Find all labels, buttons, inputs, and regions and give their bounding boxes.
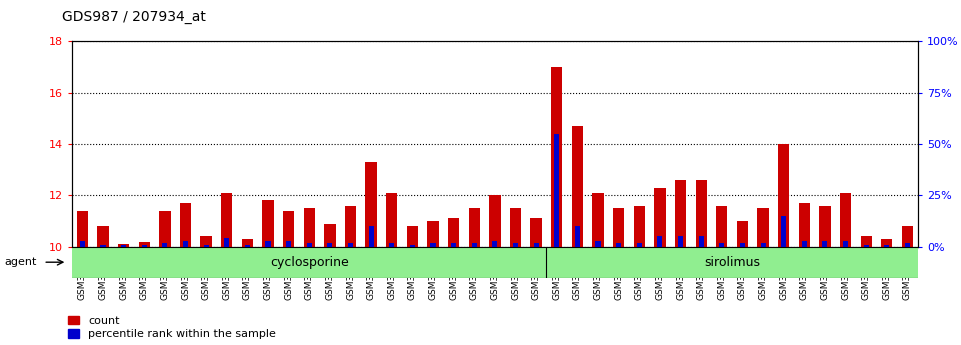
Bar: [719, 243, 725, 247]
Bar: [265, 240, 271, 247]
Bar: [101, 245, 106, 247]
Bar: [840, 193, 851, 247]
Bar: [224, 238, 230, 247]
Bar: [901, 226, 913, 247]
Bar: [637, 243, 642, 247]
Bar: [201, 236, 211, 247]
Bar: [204, 245, 209, 247]
Bar: [696, 180, 707, 247]
Bar: [118, 244, 130, 247]
Bar: [365, 162, 377, 247]
Bar: [760, 243, 766, 247]
Bar: [757, 208, 769, 247]
Bar: [407, 226, 418, 247]
Bar: [121, 245, 126, 247]
Bar: [716, 206, 727, 247]
Bar: [304, 208, 315, 247]
Bar: [592, 193, 604, 247]
Bar: [328, 243, 333, 247]
Bar: [307, 243, 311, 247]
Bar: [428, 221, 439, 247]
Bar: [678, 236, 683, 247]
Bar: [324, 224, 335, 247]
Bar: [801, 240, 807, 247]
Bar: [492, 240, 498, 247]
Bar: [409, 245, 415, 247]
Bar: [613, 208, 625, 247]
Bar: [97, 226, 109, 247]
Bar: [469, 208, 480, 247]
Bar: [654, 188, 666, 247]
Bar: [781, 216, 786, 247]
Bar: [596, 240, 601, 247]
Bar: [675, 180, 686, 247]
Bar: [547, 247, 918, 278]
Bar: [389, 243, 394, 247]
Text: agent: agent: [5, 257, 37, 267]
Bar: [778, 144, 789, 247]
Bar: [448, 218, 459, 247]
Bar: [799, 203, 810, 247]
Bar: [286, 240, 291, 247]
Bar: [575, 226, 580, 247]
Bar: [451, 243, 456, 247]
Bar: [245, 245, 250, 247]
Bar: [472, 243, 477, 247]
Bar: [740, 243, 745, 247]
Bar: [80, 240, 85, 247]
Text: GDS987 / 207934_at: GDS987 / 207934_at: [62, 10, 207, 24]
Bar: [180, 203, 191, 247]
Bar: [221, 193, 233, 247]
Bar: [283, 211, 294, 247]
Bar: [348, 243, 353, 247]
Bar: [533, 243, 539, 247]
Bar: [141, 245, 147, 247]
Bar: [843, 240, 849, 247]
Bar: [864, 245, 869, 247]
Bar: [737, 221, 748, 247]
Bar: [72, 247, 547, 278]
Bar: [554, 134, 559, 247]
Bar: [657, 236, 662, 247]
Bar: [160, 211, 170, 247]
Bar: [431, 243, 435, 247]
Bar: [881, 239, 893, 247]
Bar: [860, 236, 872, 247]
Bar: [699, 236, 703, 247]
Bar: [572, 126, 583, 247]
Legend: count, percentile rank within the sample: count, percentile rank within the sample: [68, 316, 276, 339]
Bar: [633, 206, 645, 247]
Bar: [823, 240, 827, 247]
Bar: [386, 193, 398, 247]
Bar: [262, 200, 274, 247]
Bar: [183, 240, 188, 247]
Bar: [905, 243, 910, 247]
Bar: [369, 226, 374, 247]
Bar: [820, 206, 830, 247]
Text: sirolimus: sirolimus: [704, 256, 760, 269]
Bar: [884, 245, 889, 247]
Bar: [530, 218, 542, 247]
Bar: [616, 243, 621, 247]
Bar: [510, 208, 521, 247]
Text: cyclosporine: cyclosporine: [270, 256, 349, 269]
Bar: [138, 241, 150, 247]
Bar: [551, 67, 562, 247]
Bar: [242, 239, 253, 247]
Bar: [345, 206, 357, 247]
Bar: [513, 243, 518, 247]
Bar: [489, 195, 501, 247]
Bar: [162, 243, 167, 247]
Bar: [77, 211, 88, 247]
